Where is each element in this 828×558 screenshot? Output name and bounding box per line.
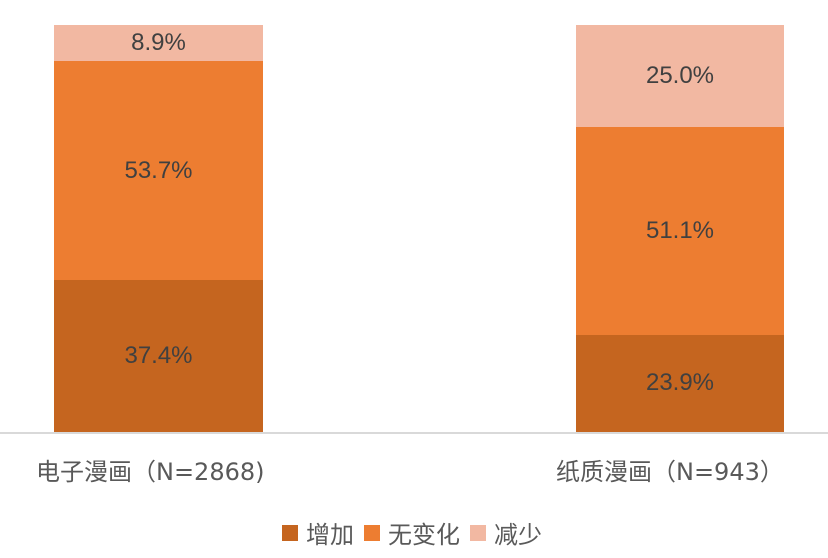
category-label-electronic: 电子漫画（N=2868) [36, 458, 265, 486]
segment-no-change: 53.7% [54, 61, 263, 280]
legend-label: 减少 [494, 521, 542, 549]
legend-item-no-change: 无变化 [364, 515, 460, 550]
category-label-paper: 纸质漫画（N=943） [556, 458, 784, 486]
legend-swatch-icon [282, 524, 298, 541]
legend: 增加 无变化 减少 [0, 515, 828, 550]
bar-electronic-comics: 37.4% 53.7% 8.9% [54, 25, 263, 432]
legend-item-increase: 增加 [282, 515, 354, 550]
data-label: 51.1% [645, 216, 715, 244]
data-label: 8.9% [131, 29, 186, 57]
segment-no-change: 51.1% [576, 126, 784, 335]
data-label: 37.4% [124, 341, 193, 369]
data-label: 25.0% [645, 61, 715, 89]
data-label: 53.7% [124, 156, 193, 184]
data-label: 23.9% [645, 369, 715, 397]
legend-item-decrease: 减少 [470, 515, 542, 550]
x-axis-line [0, 432, 828, 434]
segment-decrease: 8.9% [54, 25, 263, 62]
legend-label: 无变化 [388, 521, 460, 549]
segment-increase: 23.9% [576, 334, 784, 432]
legend-swatch-icon [470, 524, 486, 541]
bar-paper-comics: 23.9% 51.1% 25.0% [576, 25, 784, 432]
segment-decrease: 25.0% [576, 25, 784, 127]
legend-swatch-icon [364, 524, 380, 541]
segment-increase: 37.4% [54, 279, 263, 432]
legend-label: 增加 [306, 521, 354, 549]
